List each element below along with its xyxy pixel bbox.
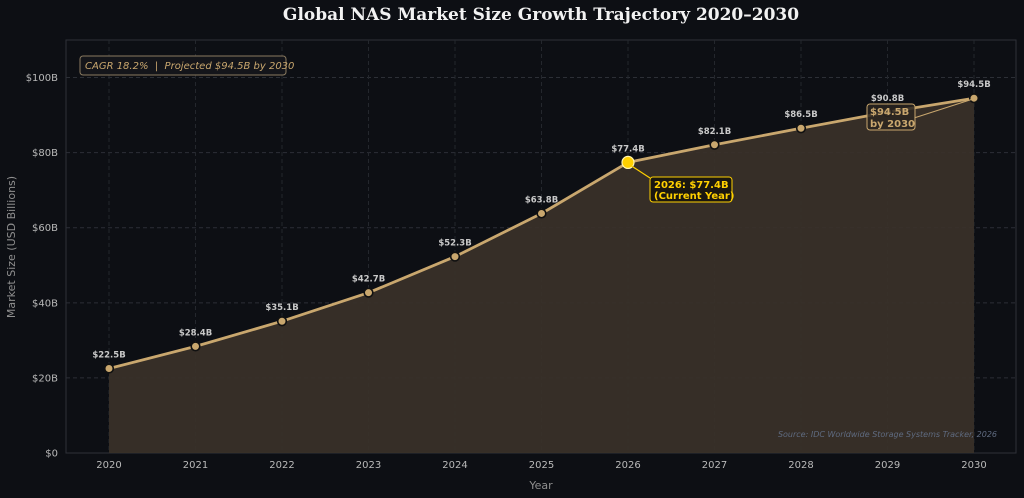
x-tick-label: 2023: [356, 460, 381, 471]
annotation-current-year-box: [649, 176, 733, 203]
cagr-banner-text: CAGR 18.2% | Projected $94.5B by 2030: [85, 61, 294, 72]
data-point: [795, 123, 807, 134]
data-labels: $22.5B $28.4B $35.1B $42.7B $52.3B $63.8B $77.…: [92, 80, 990, 360]
x-axis-ticks: 2020 2021 2022 2023 2024 2025 2026 2027 2028 2029…: [96, 460, 986, 471]
cagr-banner: CAGR 18.2% | Projected $94.5B by 2030: [79, 55, 294, 76]
data-label: $82.1B: [698, 127, 731, 137]
data-point: [363, 287, 374, 298]
annotation-current-year-arrow: [626, 162, 651, 179]
x-tick-label: 2026: [615, 460, 640, 471]
area-fill-layer: [109, 98, 974, 453]
data-label: $86.5B: [784, 110, 817, 120]
x-tick-label: 2020: [96, 460, 121, 471]
annotation-current-year-line2: (Current Year): [654, 191, 734, 202]
data-label: $22.5B: [92, 351, 125, 361]
annotation-2030-line1: $94.5B: [870, 107, 909, 118]
chart-title: Global NAS Market Size Growth Trajectory…: [283, 5, 799, 25]
data-point: [276, 316, 288, 327]
x-tick-label: 2029: [875, 460, 900, 471]
x-tick-label: 2022: [269, 460, 294, 471]
annotation-2030-arrow: [913, 98, 974, 119]
data-point: [190, 341, 201, 352]
data-label: $35.1B: [265, 303, 298, 313]
x-tick-label: 2024: [442, 460, 467, 471]
data-point: [536, 208, 547, 219]
data-label: $52.3B: [438, 239, 471, 249]
y-tick-label: $0: [45, 449, 58, 460]
x-tick-label: 2025: [529, 460, 554, 471]
x-tick-label: 2027: [702, 460, 727, 471]
data-point: [103, 363, 115, 374]
data-label: $94.5B: [957, 80, 990, 90]
data-label: $42.7B: [352, 275, 385, 285]
area-fill: [109, 98, 974, 453]
y-tick-label: $20B: [32, 373, 58, 384]
annotations: 2026: $77.4B (Current Year) $94.5B by 20…: [626, 98, 974, 203]
data-point: [709, 139, 720, 150]
x-tick-label: 2030: [961, 460, 986, 471]
data-label: $28.4B: [179, 328, 212, 338]
y-tick-label: $80B: [32, 148, 58, 159]
data-point: [968, 93, 980, 104]
y-tick-label: $40B: [32, 298, 58, 309]
x-tick-label: 2028: [788, 460, 813, 471]
y-tick-label: $60B: [32, 223, 58, 234]
y-axis-label: Market Size (USD Billions): [5, 176, 18, 318]
source-note: Source: IDC Worldwide Storage Systems Tr…: [778, 430, 997, 439]
annotation-current-year: 2026: $77.4B (Current Year): [626, 162, 734, 203]
x-tick-label: 2021: [183, 460, 208, 471]
data-label: $90.8B: [871, 94, 904, 104]
annotation-2030: $94.5B by 2030: [866, 98, 974, 131]
x-axis-label: Year: [528, 479, 553, 492]
y-tick-label: $100B: [26, 73, 58, 84]
data-label: $63.8B: [525, 195, 558, 205]
annotation-2030-line2: by 2030: [870, 119, 915, 130]
data-label: $77.4B: [611, 144, 644, 154]
annotation-2030-box: [866, 103, 916, 131]
data-point: [449, 251, 461, 262]
cagr-banner-box: [79, 55, 287, 76]
y-axis-ticks: $0 $20B $40B $60B $80B $100B: [26, 73, 58, 459]
annotation-current-year-line1: 2026: $77.4B: [654, 180, 729, 191]
